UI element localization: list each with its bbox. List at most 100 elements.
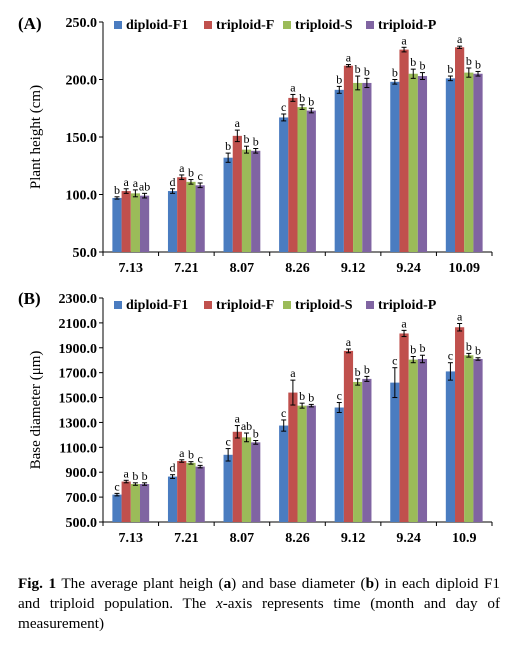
panel-b-y-tick-label: 2100.0 — [59, 317, 98, 332]
panel-b-y-tick-label: 1900.0 — [59, 342, 98, 357]
caption-x-italic: x — [216, 595, 223, 612]
panel-a-significance-label: c — [281, 100, 286, 114]
panel-a-significance-label: b — [410, 55, 416, 69]
panel-b-x-tick-label: 9.12 — [341, 531, 366, 546]
panel-a-bar — [390, 82, 399, 252]
panel-b-significance-label: a — [179, 446, 185, 460]
panel-a-bar — [251, 151, 260, 252]
panel-a-significance-label: b — [364, 64, 370, 78]
panel-b-x-tick-label: 7.21 — [174, 531, 199, 546]
panel-a-significance-label: a — [235, 116, 241, 130]
panel-a-significance-label: b — [244, 132, 250, 146]
panel-b-bar — [409, 360, 418, 522]
panel-b-significance-label: c — [448, 349, 453, 363]
panel-b-x-tick-label: 9.24 — [396, 531, 421, 546]
panel-b-y-tick-label: 1300.0 — [59, 416, 98, 431]
panel-a-bar — [186, 182, 195, 252]
panel-b-significance-label: b — [364, 362, 370, 376]
panel-b-bar — [242, 437, 251, 522]
panel-a-significance-label: a — [179, 161, 185, 175]
panel-b-legend-label: triploid-F — [216, 298, 274, 313]
panel-b-x-tick-label: 8.26 — [285, 531, 310, 546]
panel-a-significance-label: d — [170, 175, 176, 189]
panel-a-significance-label: a — [124, 175, 130, 189]
panel-a-significance-label: b — [419, 59, 425, 73]
panel-a-legend-label: triploid-F — [216, 18, 274, 33]
panel-b-x-tick-label: 10.9 — [452, 531, 477, 546]
panel-b-y-axis-title: Base diameter (μm) — [28, 351, 44, 470]
panel-a-bar — [353, 83, 362, 252]
panel-a-bar — [233, 136, 242, 252]
panel-b-significance-label: c — [392, 354, 397, 368]
caption-label: Fig. 1 — [18, 575, 56, 592]
panel-a-bar — [288, 98, 297, 252]
panel-b-significance-label: a — [290, 366, 296, 380]
panel-b-bar — [464, 355, 473, 522]
panel-a-significance-label: b — [188, 166, 194, 180]
panel-b-bar — [251, 442, 260, 522]
panel-b-legend-swatch — [114, 301, 122, 309]
panel-a-significance-label: b — [475, 57, 481, 71]
panel-b-significance-label: b — [410, 342, 416, 356]
panel-a-x-tick-label: 10.09 — [448, 261, 480, 276]
panel-a-bar — [298, 107, 307, 252]
panel-b-significance-label: b — [308, 390, 314, 404]
panel-a-x-tick-label: 8.07 — [230, 261, 255, 276]
panel-b-bar — [122, 482, 131, 522]
panel-b-significance-label: b — [253, 426, 259, 440]
panel-b-bar — [186, 463, 195, 522]
panel-b-significance-label: b — [132, 469, 138, 483]
panel-a-significance-label: b — [253, 135, 259, 149]
panel-b-bar — [288, 393, 297, 522]
panel-b-legend-swatch — [366, 301, 374, 309]
panel-b-significance-label: b — [355, 365, 361, 379]
panel-a-significance-label: c — [197, 169, 202, 183]
panel-a-bar — [455, 47, 464, 252]
panel-a-bar — [131, 193, 140, 252]
panel-a-legend-label: triploid-P — [378, 18, 437, 33]
panel-b-bar — [353, 382, 362, 522]
caption-text-1: The average plant heigh ( — [56, 575, 224, 592]
panel-b-legend-label: diploid-F1 — [126, 298, 188, 313]
panel-b-significance-label: c — [197, 451, 202, 465]
panel-b-significance-label: a — [124, 466, 130, 480]
panel-b-significance-label: d — [170, 461, 176, 475]
panel-a-significance-label: a — [346, 51, 352, 65]
panel-b-legend-swatch — [204, 301, 212, 309]
panel-b-significance-label: b — [142, 469, 148, 483]
panel-a-y-tick-label: 100.0 — [66, 189, 98, 204]
panel-a-x-tick-label: 7.21 — [174, 261, 199, 276]
panel-a-bar — [177, 177, 186, 252]
panel-a-x-tick-label: 8.26 — [285, 261, 310, 276]
panel-b-bar — [112, 495, 121, 522]
panel-b-legend-swatch — [283, 301, 291, 309]
panel-b-bar — [446, 371, 455, 522]
panel-a-significance-label: ab — [139, 179, 150, 193]
panel-a-bar — [112, 198, 121, 252]
panel-b-bar — [196, 467, 205, 522]
panel-b-bar — [307, 406, 316, 522]
panel-a-y-tick-label: 50.0 — [73, 246, 98, 261]
panel-b-label: (B) — [18, 289, 41, 308]
panel-b-bar — [455, 327, 464, 522]
panel-a-x-tick-label: 9.12 — [341, 261, 366, 276]
panel-a-bar — [344, 66, 353, 252]
panel-b-significance-label: b — [419, 341, 425, 355]
panel-b-significance-label: a — [346, 335, 352, 349]
panel-b-legend-label: triploid-S — [295, 298, 353, 313]
panel-a-legend-swatch — [204, 21, 212, 29]
panel-b-x-tick-label: 7.13 — [119, 531, 144, 546]
panel-a-y-tick-label: 200.0 — [66, 74, 98, 89]
panel-a-x-tick-label: 9.24 — [396, 261, 421, 276]
panel-a-bar — [196, 185, 205, 252]
panel-b-bar — [177, 461, 186, 522]
panel-b-bar — [233, 432, 242, 522]
panel-a-bar — [362, 83, 371, 252]
panel-b-significance-label: a — [457, 310, 463, 324]
panel-b-bar — [362, 379, 371, 522]
panel-b-significance-label: b — [466, 339, 472, 353]
panel-a-legend-swatch — [114, 21, 122, 29]
panel-b-significance-label: a — [401, 316, 407, 330]
panel-b-significance-label: c — [225, 435, 230, 449]
